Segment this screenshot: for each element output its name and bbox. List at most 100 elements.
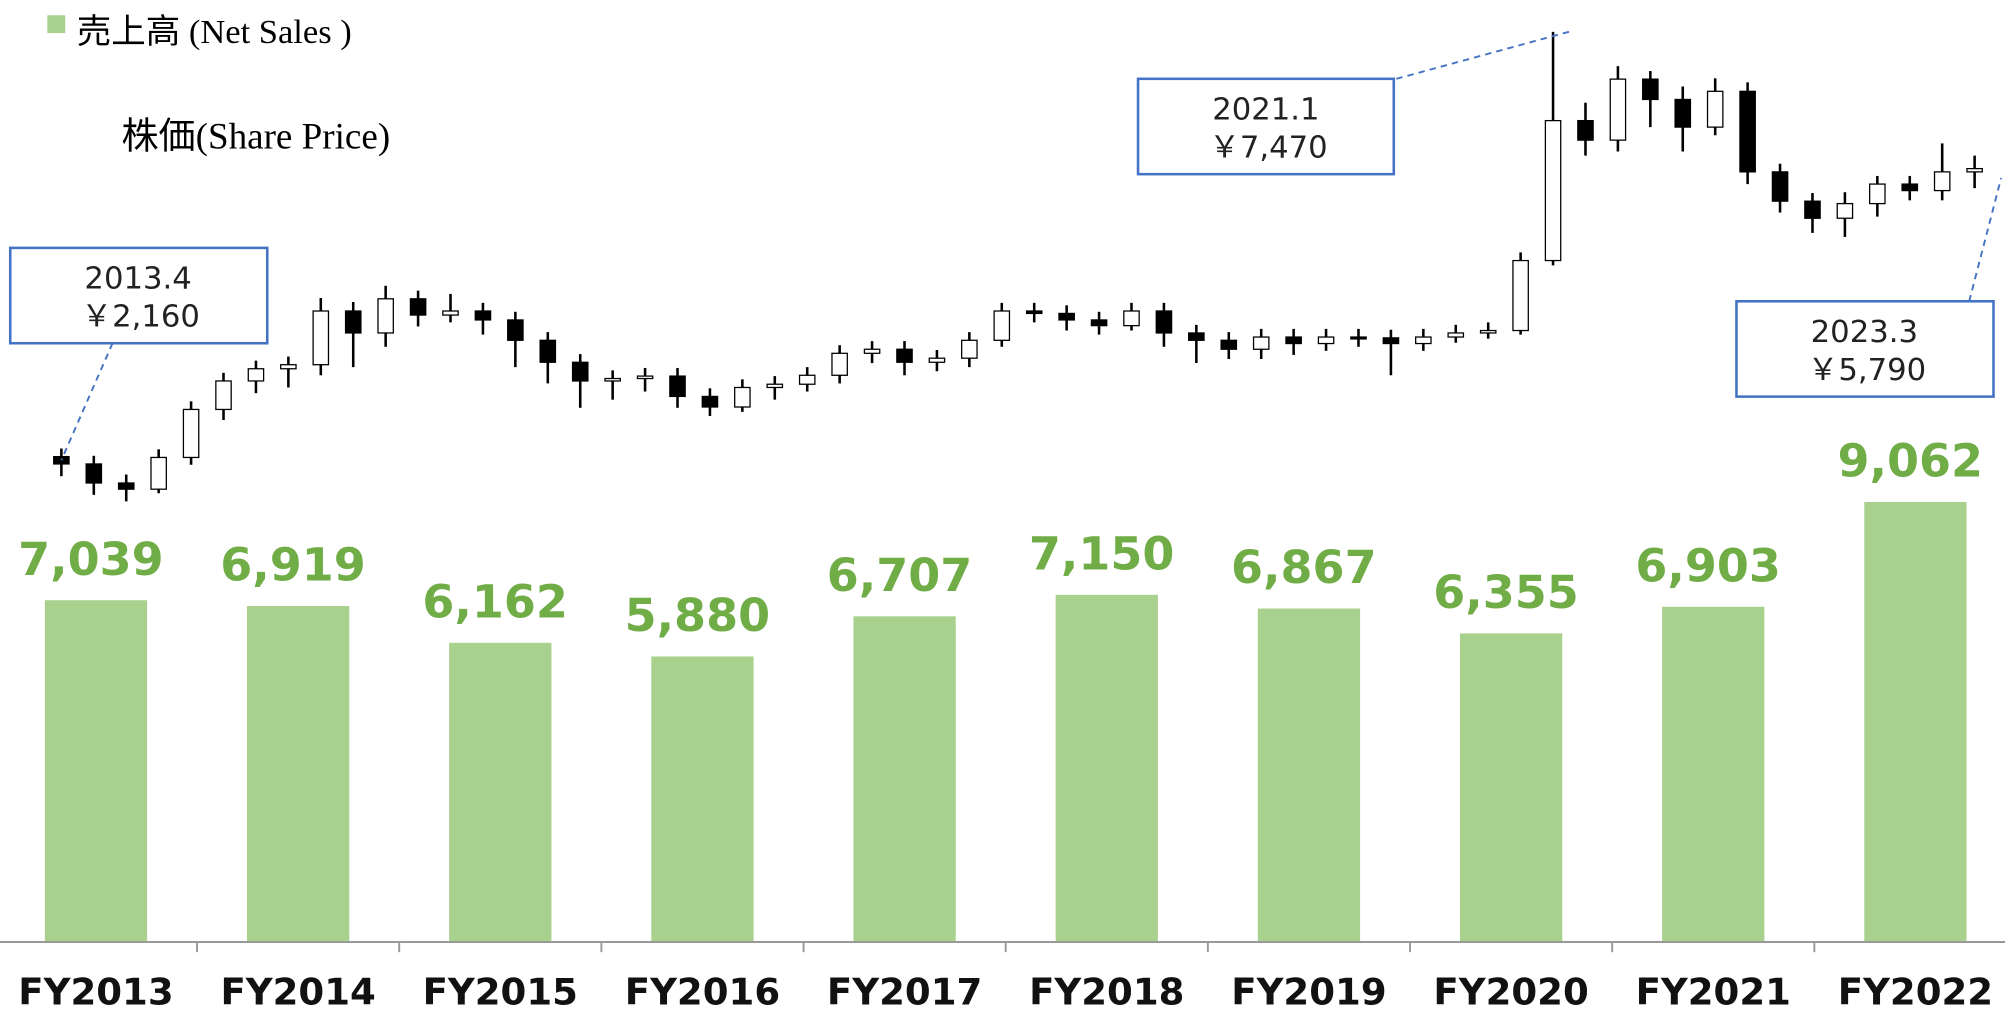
candle-body [117,482,135,490]
legend-label: 売上高 (Net Sales ) [77,13,352,51]
candle-body [1771,171,1789,202]
x-tick-label: FY2013 [18,970,173,1013]
candle-body [1804,200,1821,219]
candle-body [1966,167,1983,173]
candle-body [1642,78,1659,101]
candle-body [1252,336,1270,350]
x-tick-label: FY2017 [827,970,982,1013]
candle-body [442,310,459,316]
candle-body [247,368,265,382]
candle-body [604,377,621,382]
candle-body [1739,90,1756,173]
annotation-date: 2013.4 [84,262,191,297]
candle-body [1447,332,1465,338]
annotation-date: 2023.3 [1811,315,1918,350]
candle-body [928,357,946,363]
annotation-price: ￥2,160 [81,300,199,335]
candle-body [1025,310,1043,315]
candle-body [1836,202,1854,219]
candle-body [1188,332,1205,341]
candle-body [831,352,848,376]
candle-body [53,455,70,465]
candle-body [1058,312,1075,321]
bar [1257,608,1361,942]
candle-body [1674,98,1692,128]
candle-body [507,319,524,341]
bar [1055,594,1158,942]
bar-value-label: 5,880 [625,588,771,642]
price-title: 株価(Share Price) [121,116,390,158]
x-tick-label: FY2022 [1838,970,1993,1013]
candle-body [961,339,978,359]
candle-body [280,364,297,370]
x-tick-label: FY2015 [423,970,578,1013]
candle-body [636,375,654,380]
bar-value-label: 9,062 [1838,434,1984,488]
candle-body [1479,329,1497,334]
annotation-price: ￥7,470 [1209,131,1327,166]
candle-body [993,310,1011,341]
callout-line [60,342,114,461]
bar-value-label: 6,707 [827,548,973,602]
candle-body [1901,183,1919,192]
x-tick-label: FY2014 [220,970,375,1013]
candle-body [344,310,362,334]
candle-body [85,463,103,484]
candle-body [1933,171,1951,192]
bar-value-label: 6,867 [1231,540,1377,594]
candle-body [312,310,330,366]
bar [1459,633,1563,942]
x-tick-label: FY2020 [1433,970,1588,1013]
bar [449,642,552,942]
candle-body [1577,119,1594,141]
candle-body [150,456,167,490]
candle-body [377,298,394,334]
candle-body [701,395,719,408]
candle-body [1123,310,1140,327]
annotation-price: ￥5,790 [1808,353,1926,388]
candle-body [863,348,881,354]
annotation-texts: 2013.4 ￥2,160 2021.1 ￥7,470 2023.3 ￥5,79… [81,93,1926,389]
plot-layer: 7,039 6,919 6,162 5,880 6,707 7,150 6,867 6,355… [0,31,2005,1013]
candle-body [1706,90,1724,128]
candle-body [1544,119,1562,262]
candle-body [409,298,427,316]
x-tick-label: FY2016 [625,970,780,1013]
annotation-date: 2021.1 [1212,93,1319,128]
bar [246,606,350,942]
candle-body [766,383,784,389]
x-tick-label: FY2021 [1636,970,1791,1013]
candle-body [734,386,751,408]
candle-body [571,361,589,382]
x-tick-label: FY2019 [1231,970,1386,1013]
candle-body [1512,259,1529,332]
candle-body [1317,336,1335,345]
callout-line [1968,177,2003,302]
candle-body [1350,336,1367,340]
candle-body [1415,336,1432,345]
bar [651,656,754,942]
candle-body [1090,319,1108,327]
bar [1864,501,1967,942]
bar-value-label: 6,162 [422,574,568,628]
callout-box [8,246,269,345]
candle-body [1609,78,1627,141]
bar-value-label: 6,919 [220,538,366,592]
candle-body [474,310,492,321]
bar [44,600,148,942]
candle-body [215,380,232,411]
candle-body [896,348,913,363]
bar [1662,606,1765,942]
candle-body [1382,337,1400,345]
legend-swatch [47,15,66,34]
callout-box [1735,300,1995,398]
candle-body [1220,339,1238,350]
annotations [8,30,2003,461]
bar-value-label: 6,355 [1433,565,1579,619]
bar-value-label: 7,039 [18,532,164,586]
bar-value-label: 7,150 [1029,527,1175,581]
callout-line [1396,30,1570,80]
candle-body [1155,310,1173,334]
